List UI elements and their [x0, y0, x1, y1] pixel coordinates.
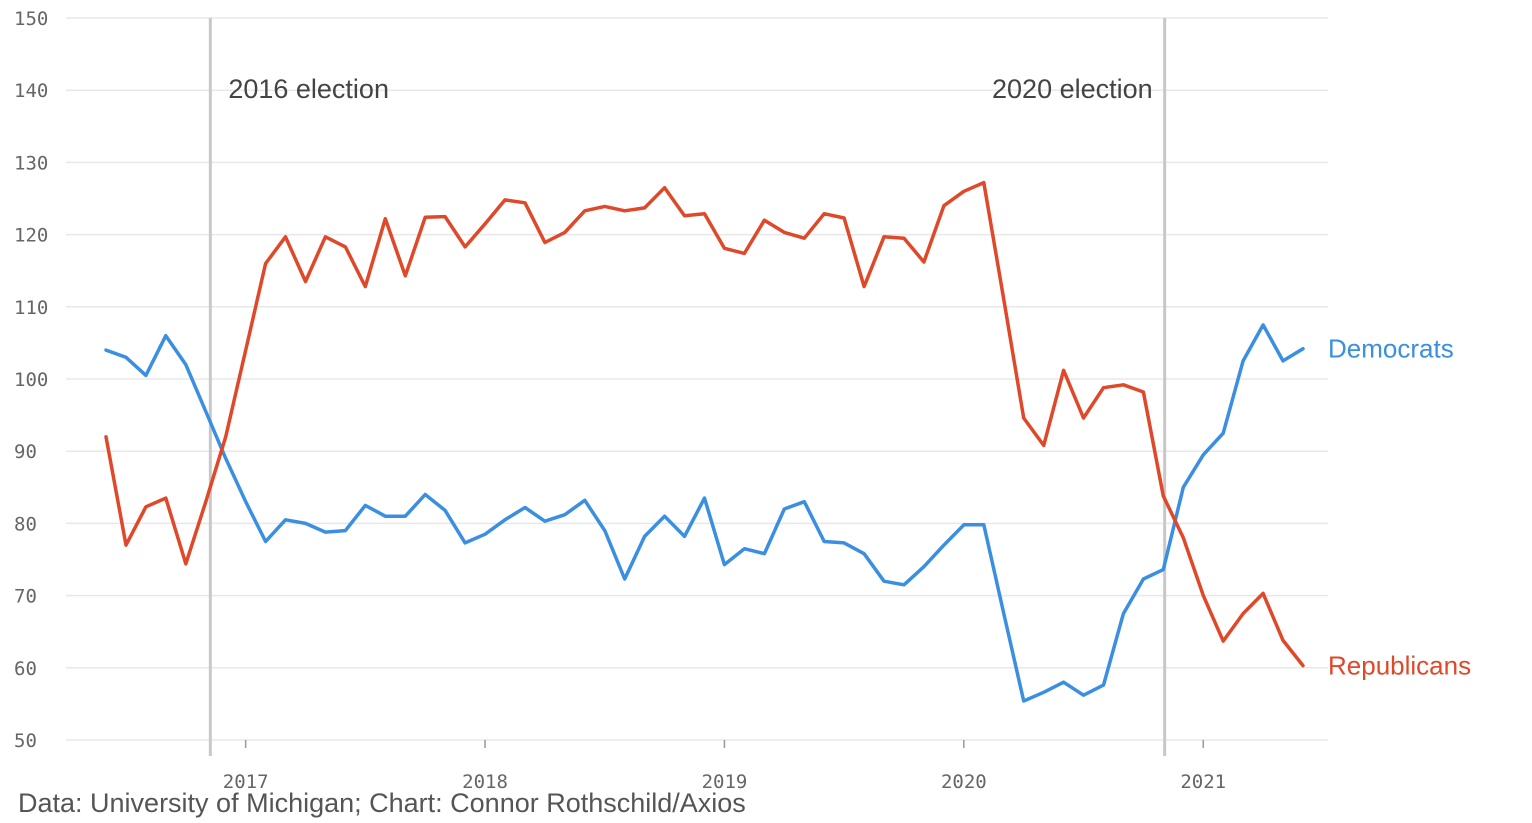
- x-tick-label: 2019: [702, 771, 748, 793]
- y-axis-ticks: 50 60 70 80 90 100 110 120 130 140 150: [14, 8, 48, 752]
- annotation-2016-election: 2016 election: [228, 74, 389, 104]
- grid-lines: [66, 17, 1328, 741]
- x-tick-label: 2018: [462, 771, 508, 793]
- annotation-2020-election: 2020 election: [992, 74, 1153, 104]
- y-tick-label: 140: [14, 80, 48, 102]
- y-tick-label: 90: [14, 441, 37, 463]
- y-tick-label: 110: [14, 297, 48, 319]
- y-tick-label: 100: [14, 369, 48, 391]
- y-tick-label: 50: [14, 730, 37, 752]
- democrats-label: Democrats: [1328, 334, 1454, 364]
- republicans-label: Republicans: [1328, 651, 1471, 681]
- x-tick-label: 2021: [1180, 771, 1226, 793]
- y-tick-label: 150: [14, 8, 48, 30]
- source-credit: Data: University of Michigan; Chart: Con…: [18, 788, 746, 818]
- x-tick-label: 2017: [223, 771, 269, 793]
- y-tick-label: 80: [14, 513, 37, 535]
- y-tick-label: 60: [14, 658, 37, 680]
- republicans-line: [104, 180, 1305, 668]
- y-tick-label: 130: [14, 152, 48, 174]
- democrats-line: [104, 323, 1305, 703]
- x-tick-label: 2020: [941, 771, 987, 793]
- y-tick-label: 70: [14, 586, 37, 608]
- election-markers: 2016 election 2020 election: [208, 18, 1167, 756]
- series-lines: Democrats Republicans: [104, 180, 1471, 703]
- y-tick-label: 120: [14, 225, 48, 247]
- x-axis-ticks: 2017 2018 2019 2020 2021: [223, 740, 1226, 793]
